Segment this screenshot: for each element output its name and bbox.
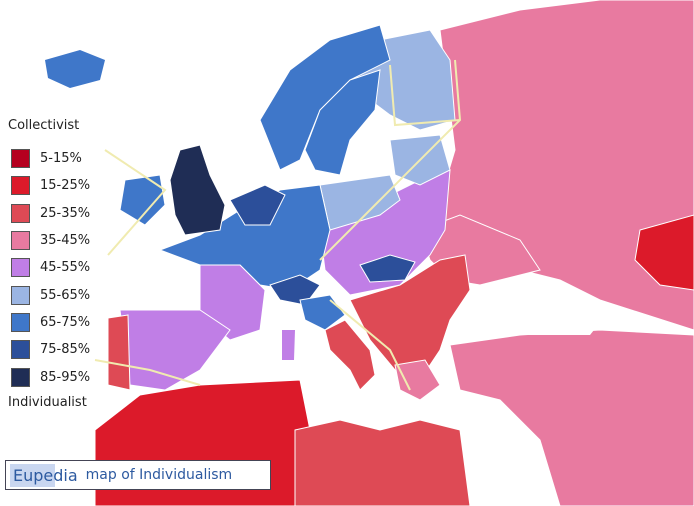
legend-swatch [11, 176, 30, 196]
legend-label: 5-15% [40, 151, 82, 167]
region-portugal [107, 314, 131, 391]
legend-label: 45-55% [40, 260, 91, 276]
region-norway [259, 24, 391, 171]
legend-item: 35-45% [8, 227, 108, 254]
legend-label: 15-25% [40, 178, 91, 194]
legend-swatch [11, 231, 30, 251]
legend-label: 75-85% [40, 342, 91, 358]
legend-label: 65-75% [40, 314, 91, 330]
legend-swatch [11, 285, 30, 305]
region-sardinia [282, 330, 295, 360]
legend-label: 55-65% [40, 287, 91, 303]
legend-top-label: Collectivist [8, 118, 80, 133]
region-central-east [319, 169, 451, 296]
legend-item: 25-35% [8, 200, 108, 227]
legend-item: 85-95% [8, 363, 108, 390]
legend-item: 15-25% [8, 172, 108, 199]
legend-bottom-label: Individualist [8, 394, 87, 410]
legend-item: 45-55% [8, 254, 108, 281]
map-caption: Eupedia map of Individualism [5, 460, 271, 490]
black-sea [470, 285, 610, 335]
region-britain [169, 144, 226, 236]
legend: Collectivist 5-15% 15-25% 25-35% 35-45% 45-5… [8, 118, 108, 410]
region-benelux [229, 184, 286, 226]
legend-swatch [11, 149, 30, 169]
region-libya-egypt [294, 419, 471, 506]
legend-label: 35-45% [40, 233, 91, 249]
eupedia-brand: Eupedia [10, 463, 81, 487]
divider-lines [94, 59, 462, 391]
region-hungary [359, 254, 416, 283]
legend-items: 5-15% 15-25% 25-35% 35-45% 45-55% 55-65% 65-75… [8, 145, 108, 391]
region-south-italy [324, 319, 376, 391]
legend-swatch [11, 340, 30, 360]
region-kazakh [634, 214, 694, 291]
legend-item: 5-15% [8, 145, 108, 172]
region-ireland [119, 174, 166, 226]
caption-text: map of Individualism [85, 467, 233, 483]
region-sweden [304, 69, 381, 176]
legend-swatch [11, 367, 30, 387]
legend-label: 85-95% [40, 369, 91, 385]
legend-swatch [11, 312, 30, 332]
legend-label: 25-35% [40, 205, 91, 221]
region-switzerland [269, 274, 321, 306]
legend-item: 75-85% [8, 336, 108, 363]
region-turkey [449, 329, 694, 506]
region-iceland [45, 50, 105, 88]
legend-swatch [11, 258, 30, 278]
region-greece [394, 359, 441, 401]
legend-item: 55-65% [8, 281, 108, 308]
legend-item: 65-75% [8, 309, 108, 336]
legend-swatch [11, 203, 30, 223]
region-balkans [349, 254, 471, 381]
